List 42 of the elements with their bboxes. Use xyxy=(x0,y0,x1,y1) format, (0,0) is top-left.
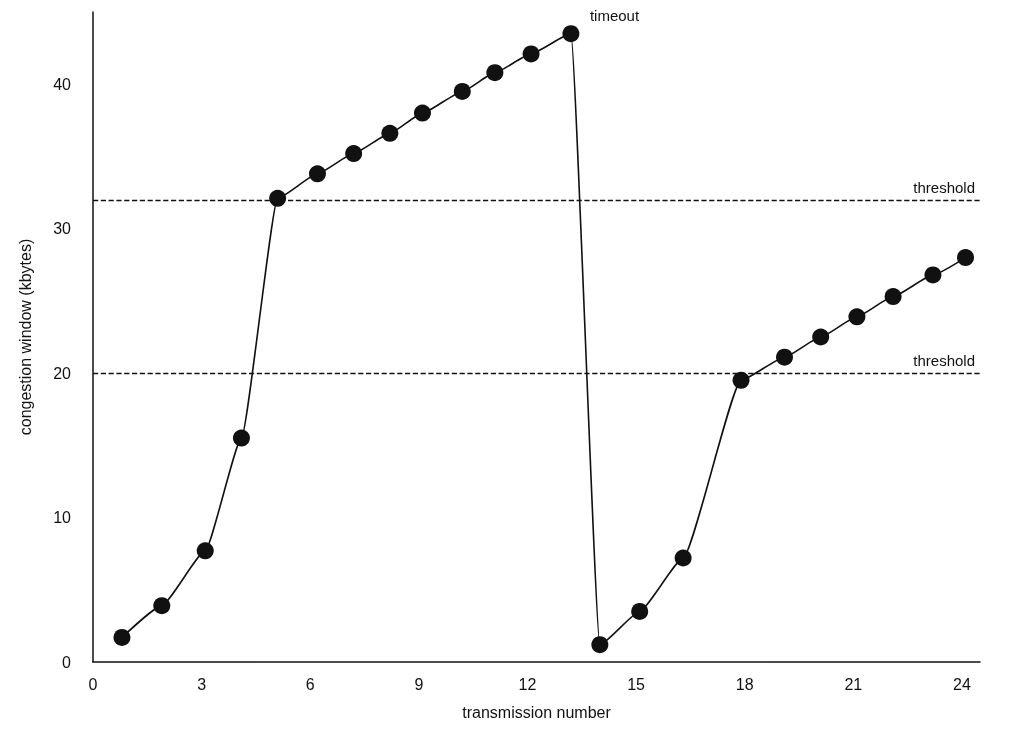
point xyxy=(308,165,326,183)
point xyxy=(196,542,214,560)
point xyxy=(732,371,750,389)
point xyxy=(269,189,287,207)
ref-line-label: threshold xyxy=(913,178,975,196)
y-tick-label: 10 xyxy=(53,509,72,527)
point xyxy=(591,636,609,654)
x-tick-label: 6 xyxy=(305,675,315,693)
y-tick-label: 20 xyxy=(53,364,72,382)
y-tick-label: 30 xyxy=(53,220,72,238)
x-tick-label: 9 xyxy=(414,675,424,693)
point xyxy=(345,145,363,163)
x-tick-label: 0 xyxy=(88,675,98,693)
x-tick-label: 24 xyxy=(953,675,971,693)
point xyxy=(631,602,649,620)
point xyxy=(486,64,504,82)
x-tick-label: 3 xyxy=(197,675,207,693)
x-tick-label: 15 xyxy=(627,675,646,693)
point xyxy=(924,266,942,284)
point xyxy=(453,82,471,100)
point xyxy=(848,308,866,326)
point xyxy=(153,597,171,615)
point xyxy=(522,45,540,63)
ref-line-label: threshold xyxy=(913,352,975,370)
point xyxy=(812,328,830,346)
x-tick-label: 18 xyxy=(735,675,754,693)
annotation: timeout xyxy=(589,7,640,25)
y-tick-label: 40 xyxy=(53,75,72,93)
point xyxy=(674,549,692,567)
point xyxy=(776,348,793,366)
point xyxy=(113,628,131,646)
point xyxy=(381,124,399,142)
point xyxy=(957,249,975,267)
x-tick-label: 21 xyxy=(844,675,863,693)
x-tick-label: 12 xyxy=(518,675,537,693)
point xyxy=(562,25,580,43)
point xyxy=(884,288,902,306)
x-axis-title: transmission number xyxy=(462,703,612,721)
y-axis-title: congestion window (kbytes) xyxy=(16,238,34,436)
point xyxy=(232,429,250,447)
point xyxy=(413,104,431,122)
y-tick-label: 0 xyxy=(62,653,72,671)
